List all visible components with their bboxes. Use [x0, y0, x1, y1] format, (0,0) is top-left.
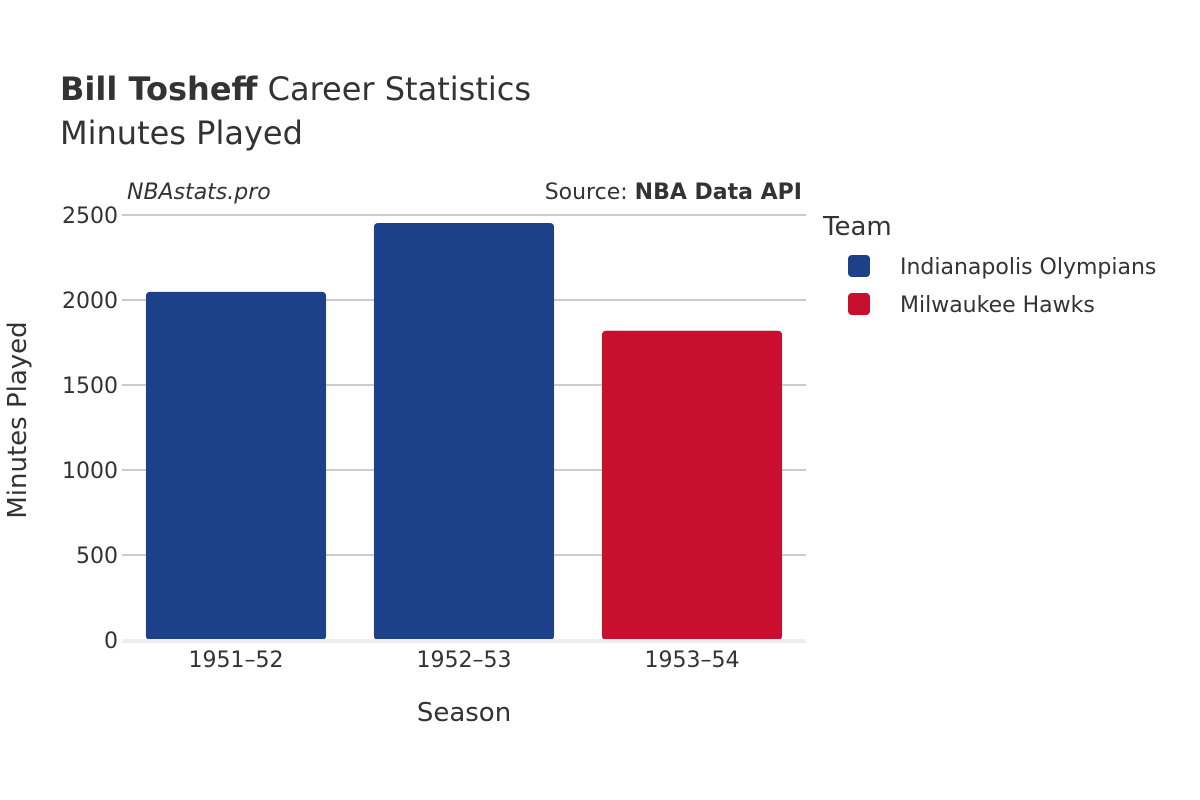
x-tick-label: 1952–53 [417, 648, 512, 673]
bar [373, 222, 555, 641]
bars [145, 222, 783, 641]
y-tick-label: 500 [76, 544, 118, 569]
x-tick-label: 1951–52 [189, 648, 284, 673]
source-prefix: Source: [545, 180, 635, 205]
y-tick-label: 2500 [62, 204, 118, 229]
legend-title: Team [822, 212, 892, 242]
legend-swatch [848, 293, 870, 315]
legend: Team Indianapolis Olympians Milwaukee Haw… [822, 212, 1156, 318]
bar [145, 291, 327, 640]
chart-title-player: Bill Tosheff [60, 70, 259, 108]
y-axis-label: Minutes Played [3, 321, 33, 518]
chart-title: Bill Tosheff Career Statistics [60, 70, 531, 108]
x-axis-label: Season [417, 698, 511, 728]
chart-subtitle: Minutes Played [60, 114, 303, 152]
watermark: NBAstats.pro [127, 180, 271, 205]
legend-label: Milwaukee Hawks [900, 293, 1095, 318]
x-tick-label: 1953–54 [645, 648, 740, 673]
source-credit: Source: NBA Data API [545, 180, 802, 205]
y-tick-label: 1500 [62, 374, 118, 399]
x-axis-ticks: 1951–52 1952–53 1953–54 [189, 648, 740, 673]
source-name: NBA Data API [635, 180, 802, 205]
y-tick-label: 2000 [62, 289, 118, 314]
y-tick-label: 1000 [62, 459, 118, 484]
legend-swatch [848, 255, 870, 277]
legend-label: Indianapolis Olympians [900, 255, 1156, 280]
bar [601, 330, 783, 640]
y-tick-label: 0 [104, 629, 118, 654]
y-axis-ticks: 0 500 1000 1500 2000 2500 [62, 204, 118, 654]
chart-title-rest: Career Statistics [257, 70, 531, 108]
